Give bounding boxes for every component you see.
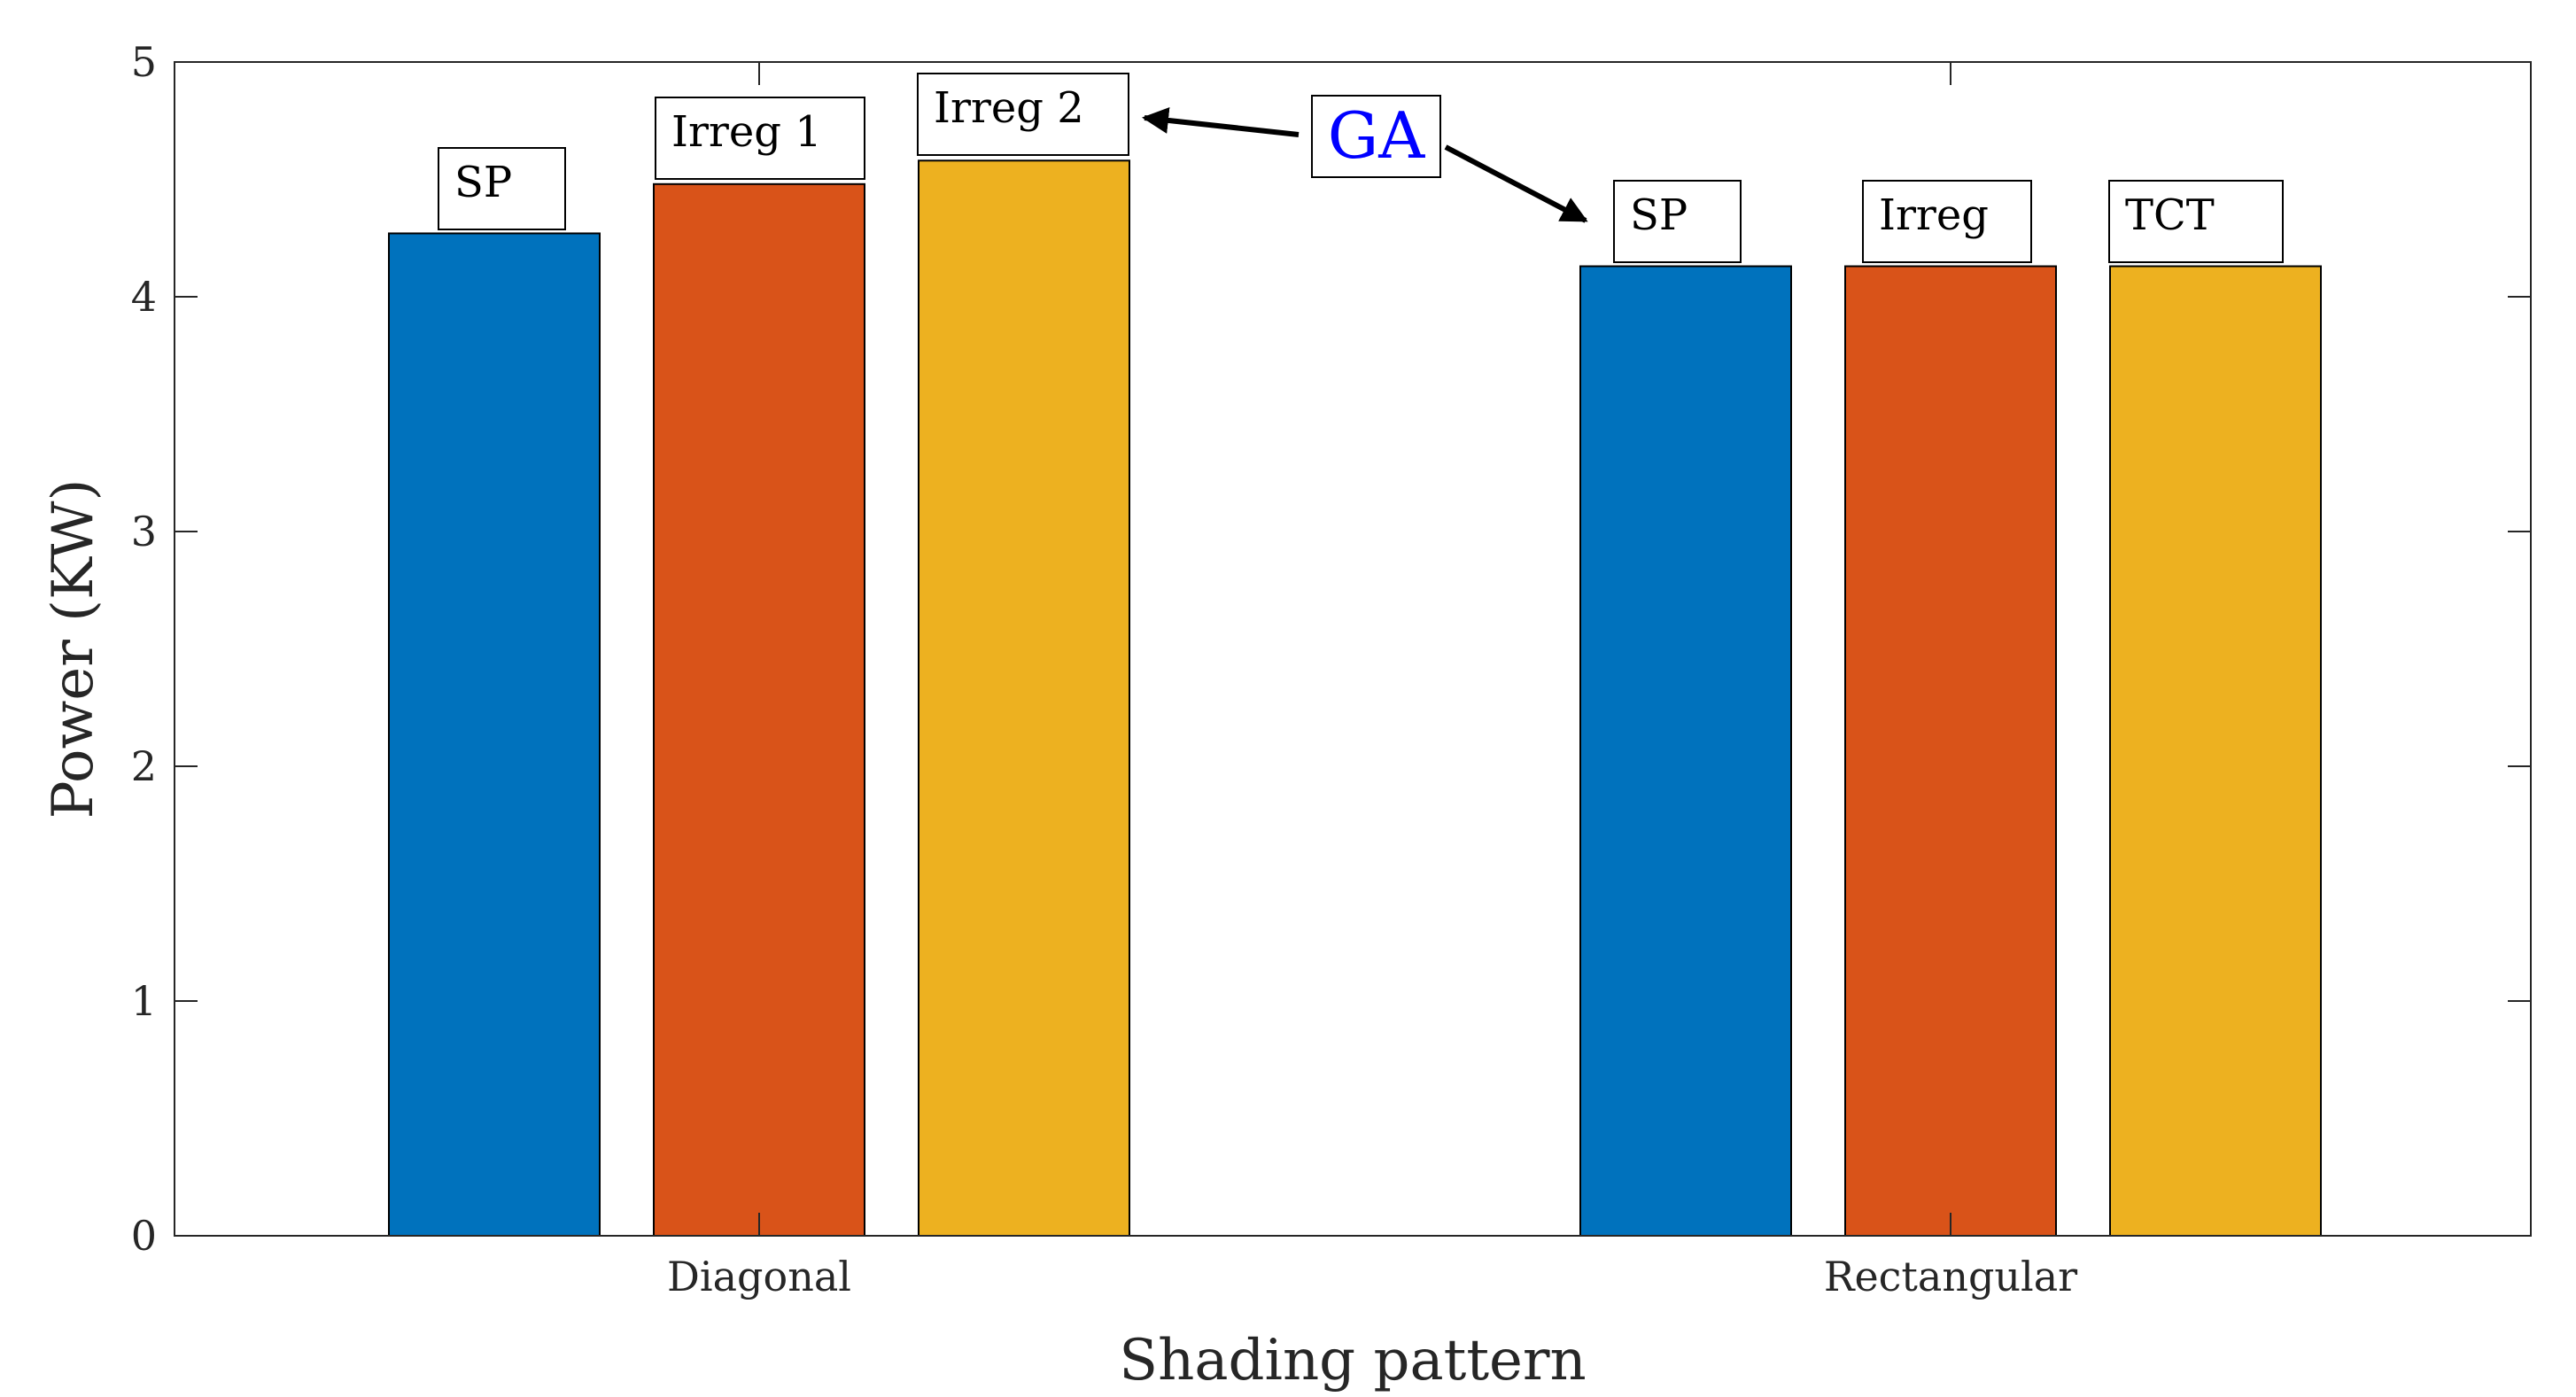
bar-diagonal-1 xyxy=(388,232,601,1238)
bar-label-box xyxy=(655,97,865,180)
y-tick-label-2: 2 xyxy=(131,742,157,790)
arrow-to-irreg2 xyxy=(1142,107,1300,137)
bar-diagonal-3 xyxy=(918,159,1130,1237)
y-tick-label-0: 0 xyxy=(131,1212,157,1260)
y-tick-label-4: 4 xyxy=(131,273,157,321)
x-axis-label: Shading pattern xyxy=(1119,1328,1586,1393)
y-tick-label-3: 3 xyxy=(131,508,157,555)
bars-layer xyxy=(388,159,2322,1238)
bar-label-box xyxy=(438,147,566,230)
bar-diagonal-2 xyxy=(653,182,865,1237)
bar-label-box xyxy=(2108,180,2284,263)
bar-label-text: SP xyxy=(1630,190,1688,240)
ga-annotation-box xyxy=(1311,95,1441,178)
bar-label-sp: SP xyxy=(1613,180,1742,263)
x-tick-label-rectangular: Rectangular xyxy=(1824,1253,2077,1300)
ga-annotation: GA xyxy=(1311,95,1441,178)
bar-label-text: Irreg 1 xyxy=(671,107,822,157)
x-tick-label-diagonal: Diagonal xyxy=(667,1253,851,1300)
bar-label-sp: SP xyxy=(438,147,566,230)
y-tick-label-1: 1 xyxy=(131,977,157,1025)
axes-box xyxy=(174,61,2532,1237)
bar-label-box xyxy=(917,73,1129,156)
bar-label-box xyxy=(1862,180,2032,263)
bar-label-irreg-1: Irreg 1 xyxy=(655,97,865,180)
y-axis-label: Power (KW) xyxy=(41,479,106,819)
bar-rectangular-2 xyxy=(1844,265,2057,1237)
bar-rectangular-3 xyxy=(2109,265,2322,1237)
bar-label-box xyxy=(1613,180,1742,263)
bar-label-irreg-2: Irreg 2 xyxy=(917,73,1129,156)
arrow-to-rect-sp xyxy=(1444,144,1588,223)
bar-label-text: Irreg 2 xyxy=(934,83,1084,133)
bar-label-tct: TCT xyxy=(2108,180,2284,263)
bar-label-irreg: Irreg xyxy=(1862,180,2032,263)
ga-annotation-text: GA xyxy=(1328,98,1426,173)
bar-labels-layer: SP Irreg 1 Irreg 2 SP Irreg TCT xyxy=(438,73,2284,263)
annotation-layer: GA xyxy=(1142,95,1588,223)
axes-layer: 0 1 2 3 4 5 Diagonal Rectangular xyxy=(131,38,2532,1300)
bar-label-text: SP xyxy=(454,158,512,207)
y-tick-label-5: 5 xyxy=(131,38,157,86)
bar-label-text: Irreg xyxy=(1879,190,1989,240)
bar-label-text: TCT xyxy=(2125,190,2215,240)
bar-rectangular-1 xyxy=(1579,265,1792,1237)
